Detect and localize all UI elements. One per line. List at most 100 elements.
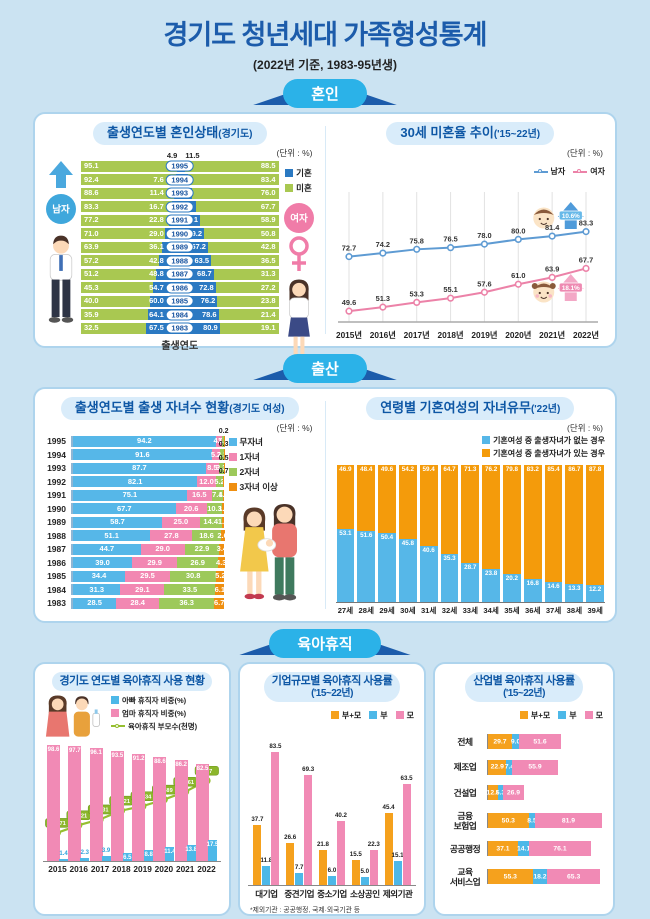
has-child-bar: 87.8	[586, 464, 605, 586]
data-point	[344, 307, 353, 315]
mom-share-value: 93.5	[111, 753, 124, 760]
female-single-value: 50.8	[260, 228, 276, 238]
has-child-bar: 76.2	[482, 464, 500, 570]
data-point	[514, 280, 522, 288]
no-child-value: 13.3	[568, 584, 581, 592]
bar-segment: 14.4	[199, 516, 222, 528]
bar-segment: 39.0	[73, 557, 133, 569]
segment-value: 0.2	[218, 427, 229, 435]
no-child-value: 50.4	[380, 533, 394, 541]
industry-segment: 5.3	[495, 785, 506, 801]
year-label: 1987	[47, 544, 66, 555]
bar-segment	[223, 462, 225, 474]
has-child-value: 87.8	[589, 465, 602, 473]
male-single-bar: 51.2	[81, 268, 156, 280]
header: 경기도 청년세대 가족형성통계 (2022년 기준, 1983-95년생)	[0, 0, 650, 73]
age-tick-label: 34세	[483, 605, 499, 615]
male-single-bar: 40.0	[81, 295, 151, 307]
page-title: 경기도 청년세대 가족형성통계	[163, 20, 488, 50]
mom-share-value: 86.2	[175, 761, 188, 768]
age-column: 83.2 16.8	[523, 464, 542, 602]
segment-value: 3.3	[216, 463, 227, 473]
stacked-bar: 87.7 8.5 3.3 0.5	[71, 455, 229, 474]
no-child-value: 23.8	[484, 570, 498, 578]
female-single-value: 19.1	[260, 323, 276, 333]
year-label: 1985	[47, 571, 66, 582]
legend-line-swatch	[573, 169, 588, 174]
chart-title-text: 산업별 육아휴직 사용률	[473, 675, 575, 687]
bar-segment: 67.7	[73, 503, 176, 515]
male-single-bar: 83.3	[81, 201, 172, 213]
x-axis-label: 출생연도	[161, 340, 199, 352]
svg-text:남자: 남자	[52, 203, 70, 215]
year-pill: 1988	[165, 255, 195, 267]
segment-value: 2.6	[217, 530, 228, 540]
industry-bar: 55.3 18.2 65.3	[487, 869, 605, 885]
stacked-bar: 39.0 29.9 26.9 4.3	[71, 557, 226, 569]
has-child-bar: 48.4	[357, 464, 376, 532]
age-tick-label: 35세	[504, 605, 520, 615]
male-single-bar: 92.4	[81, 174, 176, 186]
industry-bar: 29.7 9.0 51.6	[487, 734, 605, 750]
female-half: 49.2 50.8	[179, 228, 279, 240]
dad-share-value: 1.4	[59, 851, 68, 858]
year-pill: 1984	[165, 309, 195, 321]
male-married-value: 36.1	[149, 242, 164, 252]
year-label: 1994	[47, 449, 66, 460]
chart-title-note: ('15~22년)	[311, 687, 353, 699]
data-point	[412, 298, 420, 306]
trend-legend: 남자 여자	[334, 160, 605, 178]
female-married-bar: 63.5	[179, 255, 212, 267]
industry-label: 건설업	[453, 787, 477, 798]
male-single-value: 77.2	[84, 215, 99, 225]
legend-item: 아빠 휴직자 비중(%)	[111, 695, 186, 706]
stacked-bar: 94.2 4.0 1.5 0.2	[71, 428, 229, 447]
unit-label: (단위 : %)	[567, 147, 603, 158]
x-tick-label: 2020년	[505, 330, 531, 340]
legend-label: 부+모	[530, 710, 551, 720]
male-half: 40.0 60.0	[81, 295, 180, 307]
marriage-row: 71.0 29.0 49.2 50.8 1990	[81, 228, 279, 240]
leave-panels-row: 경기도 연도별 육아휴직 사용 현황 아빠 휴직자 비중(%) 엄마 휴직자 비중…	[33, 662, 617, 916]
no-child-value: 40.6	[422, 547, 435, 555]
year-label: 1995	[47, 436, 66, 447]
male-person-illustration	[48, 235, 74, 323]
bar-segment: 1.0	[218, 489, 229, 501]
mom-share-bar: 96.1	[89, 748, 103, 861]
legend-label: 미혼	[296, 182, 312, 193]
female-single-bar: 27.2	[215, 282, 279, 294]
segment-value: 5.7	[210, 449, 222, 459]
company-bar: 45.4	[383, 804, 395, 886]
stacked-bar: 75.1 16.5 7.4 1.0	[71, 489, 229, 501]
male-column: 남자	[43, 160, 79, 369]
marriage-row: 95.1 88.5 4.9 11.5 1995	[81, 151, 279, 172]
mom-share-value: 82.5	[196, 766, 209, 773]
marriage-row: 40.0 60.0 76.2 23.8 1985	[81, 295, 279, 307]
segment-value: 1.9	[217, 517, 229, 527]
legend-label: 남자	[550, 167, 566, 177]
age-column: 71.3 28.7	[461, 464, 480, 602]
no-child-bar: 16.8	[523, 578, 542, 602]
marriage-row: 35.9 64.1 78.6 21.4 1984	[81, 309, 279, 321]
point-value: 80.0	[511, 226, 525, 235]
female-single-bar: 76.0	[191, 187, 279, 199]
legend-label: 부	[569, 710, 577, 720]
has-child-bar: 85.4	[544, 464, 563, 582]
industry-segment-value: 5.3	[495, 789, 506, 797]
svg-text:여자: 여자	[290, 212, 308, 224]
legend-label: 기혼여성 중 출생자녀가 없는 경우	[493, 435, 605, 445]
annotation-text: 18.1%	[561, 285, 579, 292]
year-group: 82.5 17.5	[195, 744, 218, 861]
year-pill: 1987	[165, 268, 195, 280]
male-single-bar: 71.0	[81, 228, 166, 240]
male-single-value: 45.3	[84, 282, 99, 292]
company-tick-label: 중소기업	[317, 889, 347, 900]
data-point	[344, 252, 353, 261]
industry-segment-value: 14.1	[516, 845, 531, 853]
has-child-bar: 54.2	[398, 464, 417, 540]
year-pill: 1992	[165, 201, 195, 213]
bar-segment: 75.1	[73, 489, 187, 501]
male-single-bar: 32.5	[81, 322, 147, 334]
legend-swatch	[111, 709, 119, 718]
eye	[546, 291, 549, 295]
